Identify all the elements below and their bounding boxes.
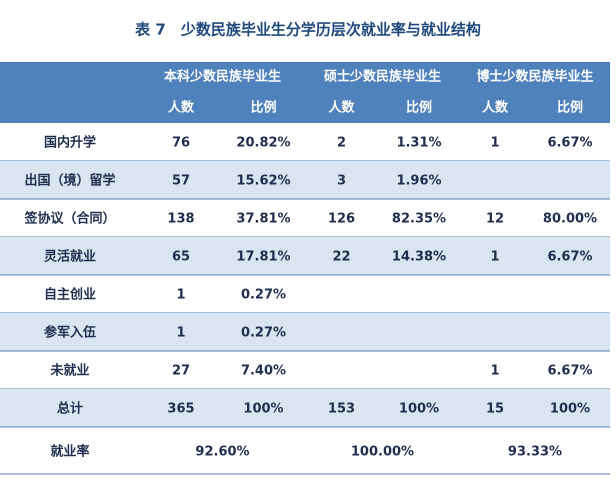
cell: 126 bbox=[328, 212, 355, 227]
cell: 82.35% bbox=[392, 212, 446, 227]
cell: 100% bbox=[550, 402, 590, 417]
cell: 92.60% bbox=[195, 445, 249, 460]
cell: 0.27% bbox=[241, 326, 286, 341]
cell: 15.62% bbox=[236, 174, 290, 189]
group-header: 硕士少数民族毕业生 bbox=[324, 69, 441, 85]
sub-header: 人数 bbox=[328, 100, 355, 116]
cell: 20.82% bbox=[236, 136, 290, 151]
row-label: 总计 bbox=[57, 401, 83, 417]
row-label: 就业率 bbox=[50, 444, 89, 460]
cell: 1.96% bbox=[396, 174, 441, 189]
row-label: 签协议（合同） bbox=[23, 211, 115, 227]
cell: 17.81% bbox=[236, 250, 290, 265]
row-label: 出国（境）留学 bbox=[24, 173, 115, 189]
cell: 1 bbox=[490, 136, 499, 151]
cell: 12 bbox=[486, 212, 504, 227]
cell: 65 bbox=[172, 250, 190, 265]
group-header: 本科少数民族毕业生 bbox=[164, 69, 281, 85]
row-bg bbox=[0, 313, 610, 351]
cell: 80.00% bbox=[543, 212, 597, 227]
row-label: 参军入伍 bbox=[44, 325, 96, 341]
row-bg bbox=[0, 389, 610, 427]
cell: 57 bbox=[172, 174, 190, 189]
sub-header: 人数 bbox=[168, 100, 195, 116]
row-label: 国内升学 bbox=[44, 135, 96, 151]
cell: 6.67% bbox=[547, 250, 592, 265]
sub-header: 比例 bbox=[250, 100, 276, 116]
row-bg bbox=[0, 237, 610, 275]
cell: 6.67% bbox=[547, 364, 592, 379]
cell: 1 bbox=[176, 288, 185, 303]
cell: 100% bbox=[243, 402, 283, 417]
cell: 15 bbox=[486, 402, 504, 417]
cell: 138 bbox=[167, 212, 194, 227]
cell: 1 bbox=[490, 250, 499, 265]
sub-header: 人数 bbox=[482, 100, 509, 116]
cell: 2 bbox=[337, 136, 346, 151]
sub-header: 比例 bbox=[406, 100, 432, 116]
cell: 1 bbox=[490, 364, 499, 379]
cell: 100.00% bbox=[351, 445, 414, 460]
cell: 1 bbox=[176, 326, 185, 341]
cell: 0.27% bbox=[241, 288, 286, 303]
cell: 3 bbox=[337, 174, 346, 189]
row-label: 灵活就业 bbox=[44, 249, 96, 265]
row-bg bbox=[0, 161, 610, 199]
cell: 27 bbox=[172, 364, 190, 379]
cell: 22 bbox=[332, 250, 350, 265]
group-header: 博士少数民族毕业生 bbox=[476, 69, 593, 85]
row-label: 未就业 bbox=[49, 363, 89, 379]
cell: 76 bbox=[172, 136, 190, 151]
cell: 365 bbox=[167, 402, 194, 417]
cell: 1.31% bbox=[396, 136, 441, 151]
cell: 153 bbox=[328, 402, 355, 417]
sub-header: 比例 bbox=[557, 100, 583, 116]
row-label: 自主创业 bbox=[44, 287, 96, 303]
cell: 6.67% bbox=[547, 136, 592, 151]
table-title: 表 7 少数民族毕业生分学历层次就业率与就业结构 bbox=[135, 21, 481, 39]
cell: 14.38% bbox=[392, 250, 446, 265]
cell: 100% bbox=[399, 402, 439, 417]
header-bg bbox=[0, 62, 610, 123]
cell: 7.40% bbox=[241, 364, 286, 379]
cell: 93.33% bbox=[508, 445, 562, 460]
cell: 37.81% bbox=[236, 212, 290, 227]
